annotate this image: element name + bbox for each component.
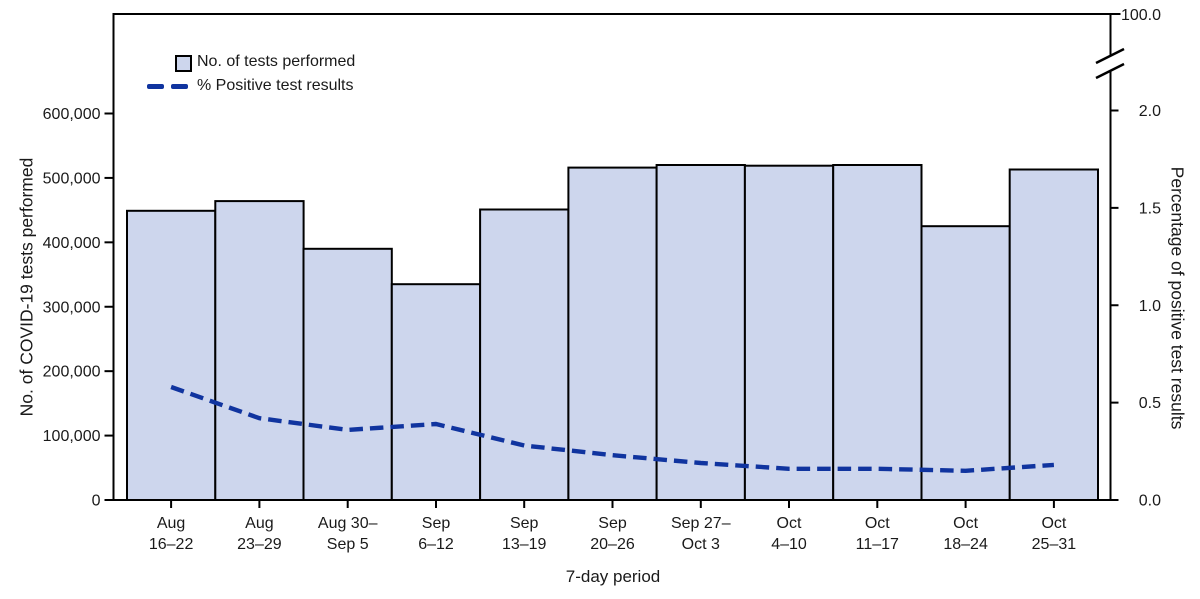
left-tick-label: 500,000 — [43, 170, 101, 187]
bar-legend-swatch — [175, 55, 192, 72]
x-tick-label: 16–22 — [149, 536, 194, 553]
bar-9 — [920, 225, 1011, 501]
bar-2 — [302, 247, 393, 501]
bar-6 — [655, 164, 746, 501]
bar-1 — [214, 200, 305, 501]
right-tick-label: 0.5 — [1139, 395, 1161, 412]
line-legend-swatch — [171, 84, 188, 89]
x-tick-label: Oct 3 — [682, 536, 720, 553]
line-legend-swatch — [147, 84, 164, 89]
right-tick-label: 2.0 — [1139, 103, 1161, 120]
line-legend-label: % Positive test results — [197, 77, 354, 94]
left-tick-label: 100,000 — [43, 428, 101, 445]
bar-legend-label: No. of tests performed — [197, 53, 356, 70]
bar-10 — [1008, 168, 1100, 501]
x-tick-label: Aug 30– — [318, 515, 378, 532]
x-tick-label: Oct — [1041, 515, 1066, 532]
x-tick-label: Aug — [245, 515, 273, 532]
right-tick-label: 1.0 — [1139, 298, 1161, 315]
bar-3 — [390, 283, 482, 502]
right-tick-label: 0.0 — [1139, 493, 1161, 510]
bar-5 — [567, 166, 658, 501]
x-tick-label: Sep 27– — [671, 515, 731, 532]
x-axis-title: 7-day period — [565, 567, 661, 586]
x-tick-label: 13–19 — [502, 536, 547, 553]
left-tick-label: 0 — [92, 493, 101, 510]
x-tick-label: Sep — [422, 515, 451, 532]
bar-7 — [743, 164, 835, 501]
x-tick-label: Oct — [865, 515, 890, 532]
left-tick-label: 400,000 — [43, 235, 101, 252]
x-tick-label: Oct — [777, 515, 802, 532]
left-tick-label: 600,000 — [43, 106, 101, 123]
x-tick-label: 11–17 — [856, 536, 899, 553]
left-tick-label: 300,000 — [43, 299, 101, 316]
bar-4 — [479, 208, 570, 501]
left-tick-label: 200,000 — [43, 364, 101, 381]
positivity-line — [170, 384, 1055, 473]
x-tick-label: 23–29 — [237, 536, 282, 553]
bar-8 — [832, 164, 923, 501]
x-tick-label: 25–31 — [1032, 536, 1077, 553]
right-axis-top-tick-label: 100.0 — [1121, 7, 1161, 24]
axis-break-mark — [1095, 62, 1125, 80]
x-tick-label: Oct — [953, 515, 978, 532]
x-tick-label: Sep — [510, 515, 539, 532]
x-tick-label: 18–24 — [943, 536, 988, 553]
right-tick-label: 1.5 — [1139, 200, 1161, 217]
x-tick-label: Sep 5 — [327, 536, 369, 553]
bar-0 — [126, 209, 217, 502]
x-tick-label: Aug — [157, 515, 185, 532]
x-tick-label: 4–10 — [771, 536, 807, 553]
axis-break-mark — [1095, 47, 1125, 65]
right-axis-title: Percentage of positive test results — [1167, 166, 1188, 430]
left-axis-title: No. of COVID-19 tests performed — [16, 157, 37, 417]
x-tick-label: Sep — [598, 515, 627, 532]
x-tick-label: 6–12 — [418, 536, 454, 553]
x-tick-label: 20–26 — [590, 536, 635, 553]
